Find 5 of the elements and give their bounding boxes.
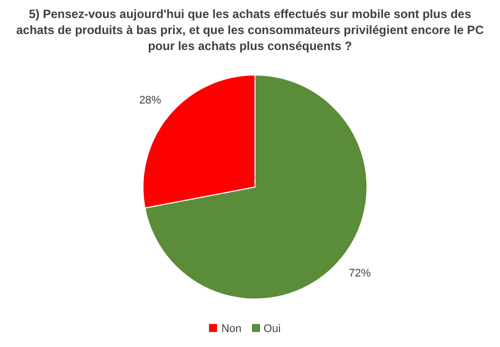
data-label: 28% (139, 94, 162, 106)
legend-label: Non (221, 323, 242, 335)
chart-title: 5) Pensez-vous aujourd'hui que les achats effectués sur mobile sont plus des achats de produits à bas prix, et que les consommateurs privilégient encore le PC pour les achats plus conséquents ? (15, 6, 485, 53)
data-label: 72% (348, 268, 372, 280)
legend-label: Oui (264, 323, 281, 335)
